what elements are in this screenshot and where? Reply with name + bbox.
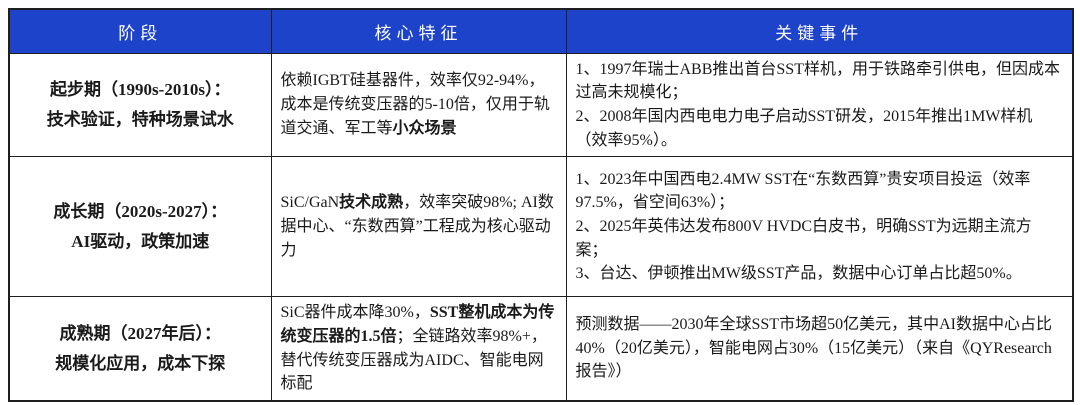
sst-development-table-wrap: 阶段 核心特征 关键事件 起步期（1990s-2010s）： 技术验证，特种场景试…	[8, 8, 1074, 402]
events-cell: 1、2023年中国西电2.4MW SST在“东数西算”贵安项目投运（效率97.5…	[565, 156, 1074, 298]
stage-cell: 起步期（1990s-2010s）： 技术验证，特种场景试水	[8, 52, 272, 158]
table-row-mature-phase: 成熟期（2027年后）： 规模化应用，成本下探 SiC器件成本降30%，SST整机…	[8, 296, 1074, 402]
header-cell-stage: 阶段	[8, 8, 272, 54]
features-cell: 依赖IGBT硅基器件，效率仅92-94%，成本是传统变压器的5-10倍，仅用于轨…	[270, 52, 567, 158]
events-cell: 1、1997年瑞士ABB推出首台SST样机，用于铁路牵引供电，但因成本过高未规模…	[565, 52, 1074, 158]
table-row-startup-phase: 起步期（1990s-2010s）： 技术验证，特种场景试水 依赖IGBT硅基器件，…	[8, 52, 1074, 158]
header-cell-key-events: 关键事件	[565, 8, 1074, 54]
header-row: 阶段 核心特征 关键事件	[8, 8, 1074, 54]
table-row-growth-phase: 成长期（2020s-2027）： AI驱动，政策加速 SiC/GaN技术成熟，效率…	[8, 156, 1074, 298]
events-cell: 预测数据——2030年全球SST市场超50亿美元，其中AI数据中心占比40%（2…	[565, 296, 1074, 402]
stage-cell: 成熟期（2027年后）： 规模化应用，成本下探	[8, 296, 272, 402]
features-cell: SiC器件成本降30%，SST整机成本为传统变压器的1.5倍；全链路效率98%+…	[270, 296, 567, 402]
header-cell-core-features: 核心特征	[270, 8, 567, 54]
features-cell: SiC/GaN技术成熟，效率突破98%; AI数据中心、“东数西算”工程成为核心…	[270, 156, 567, 298]
sst-development-table: 阶段 核心特征 关键事件 起步期（1990s-2010s）： 技术验证，特种场景试…	[8, 8, 1074, 402]
stage-cell: 成长期（2020s-2027）： AI驱动，政策加速	[8, 156, 272, 298]
